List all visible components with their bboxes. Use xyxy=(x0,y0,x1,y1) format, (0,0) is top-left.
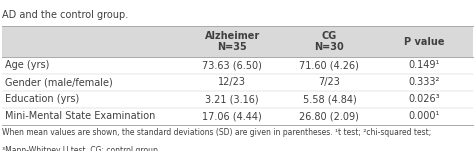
Text: AD and the control group.: AD and the control group. xyxy=(2,10,128,20)
Text: 26.80 (2.09): 26.80 (2.09) xyxy=(300,111,359,121)
Text: Gender (male/female): Gender (male/female) xyxy=(5,77,112,87)
Text: 0.333²: 0.333² xyxy=(409,77,440,87)
Bar xyxy=(2,26,473,57)
Text: 71.60 (4.26): 71.60 (4.26) xyxy=(300,60,359,70)
Text: 17.06 (4.44): 17.06 (4.44) xyxy=(202,111,262,121)
Text: 73.63 (6.50): 73.63 (6.50) xyxy=(202,60,262,70)
Text: 12/23: 12/23 xyxy=(218,77,246,87)
Text: 0.026³: 0.026³ xyxy=(409,94,440,104)
Text: Age (yrs): Age (yrs) xyxy=(5,60,49,70)
Text: 7/23: 7/23 xyxy=(319,77,340,87)
Text: Education (yrs): Education (yrs) xyxy=(5,94,79,104)
Text: 0.000¹: 0.000¹ xyxy=(409,111,440,121)
Text: 3.21 (3.16): 3.21 (3.16) xyxy=(205,94,259,104)
Text: 0.149¹: 0.149¹ xyxy=(409,60,440,70)
Text: Alzheimer
N=35: Alzheimer N=35 xyxy=(205,31,260,52)
Text: Mini-Mental State Examination: Mini-Mental State Examination xyxy=(5,111,155,121)
Text: 5.58 (4.84): 5.58 (4.84) xyxy=(302,94,356,104)
Text: P value: P value xyxy=(404,37,445,47)
Text: When mean values are shown, the standard deviations (SD) are given in parenthese: When mean values are shown, the standard… xyxy=(2,128,432,137)
Text: CG
N=30: CG N=30 xyxy=(315,31,344,52)
Text: ³Mann-Whitney U test, CG: control group.: ³Mann-Whitney U test, CG: control group. xyxy=(2,146,161,151)
